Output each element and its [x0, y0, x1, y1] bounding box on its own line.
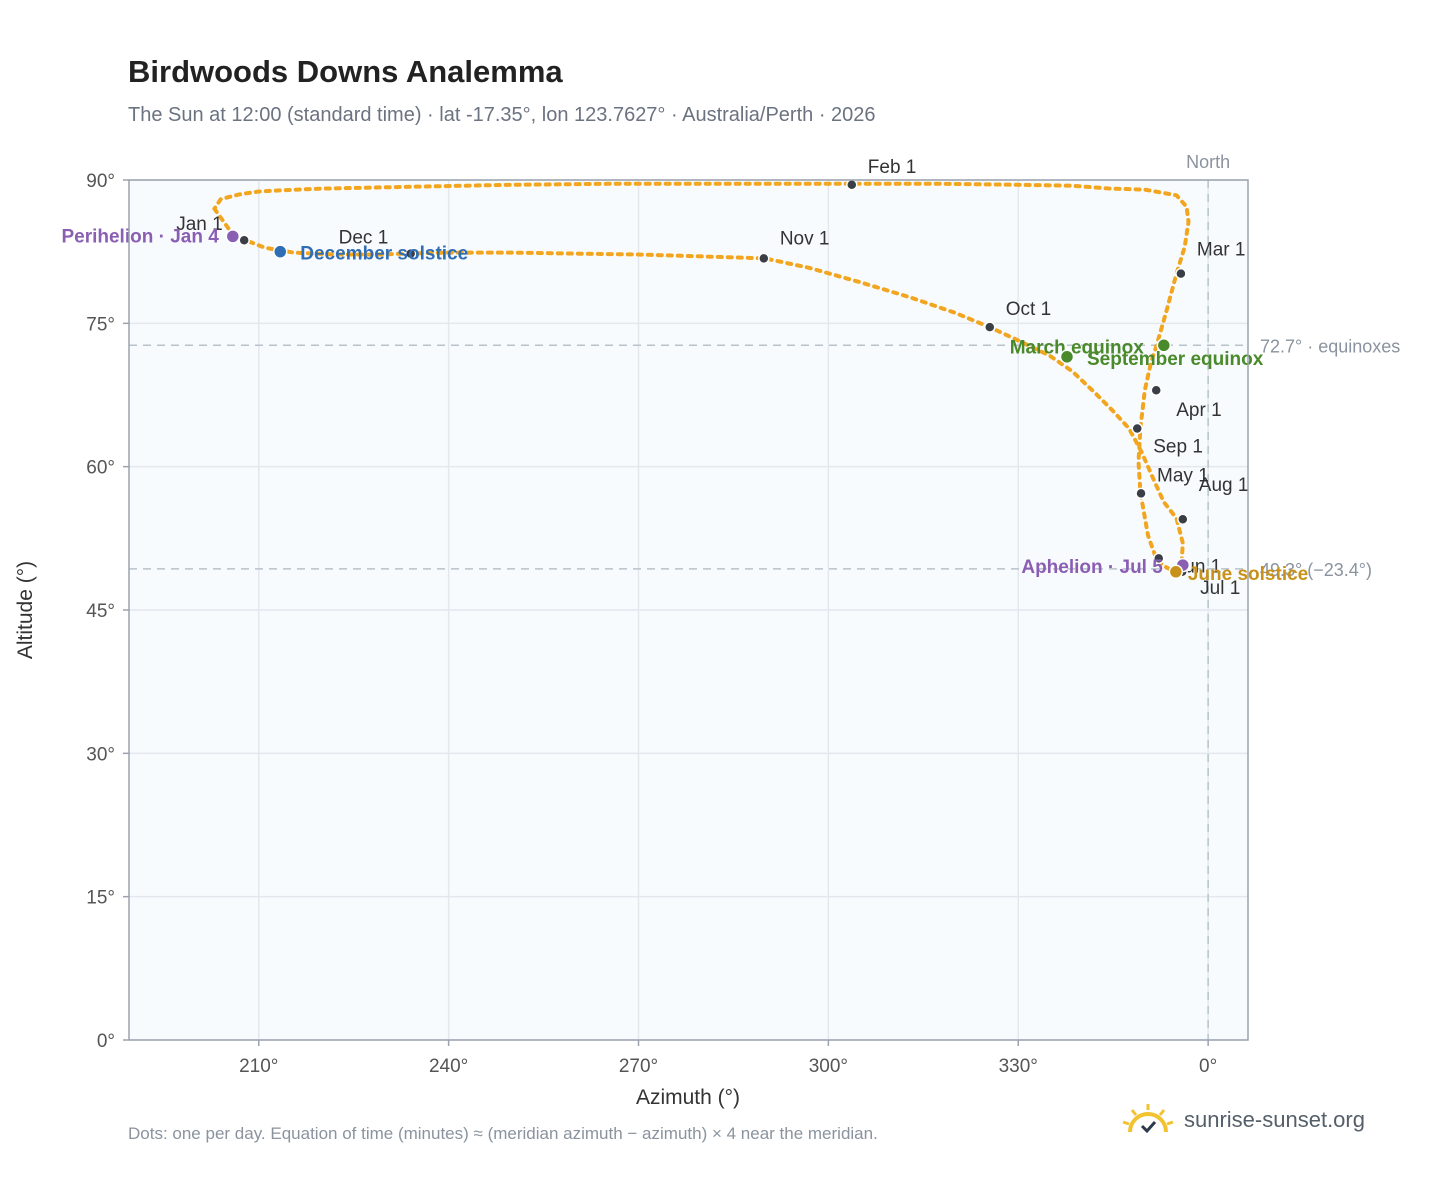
chart-subtitle: The Sun at 12:00 (standard time) · lat -…: [128, 104, 876, 126]
event-marker: [1168, 564, 1184, 580]
event-label: Aphelion · Jul 5: [1021, 557, 1163, 578]
month-marker: [1135, 487, 1147, 500]
month-marker: [1177, 513, 1189, 525]
month-marker-label: Dec 1: [339, 228, 389, 249]
brand-logo: sunrise-sunset.org: [1120, 1102, 1365, 1138]
event-label: Perihelion · Jan 4: [61, 226, 219, 247]
y-tick-label: 60°: [86, 458, 115, 479]
month-marker-label: May 1: [1157, 465, 1209, 486]
month-marker-label: Nov 1: [780, 228, 830, 249]
month-marker: [758, 252, 770, 265]
month-marker-label: Mar 1: [1197, 240, 1246, 261]
reference-line-label: 72.7° · equinoxes: [1260, 336, 1400, 356]
y-axis-label: Altitude (°): [14, 561, 37, 659]
y-tick-label: 0°: [97, 1031, 115, 1052]
analemma-path: [212, 181, 1191, 572]
axis-ticks: 210° 240° 270° 300° 330° 0° 0° 15° 30° 45° 60° 75° 9…: [86, 171, 1217, 1077]
event-label: March equinox: [1010, 337, 1145, 358]
event-marker: [1156, 338, 1172, 353]
x-axis-label: Azimuth (°): [636, 1086, 740, 1109]
x-tick-label: 270°: [619, 1056, 658, 1077]
month-marker-label: Aug 1: [1199, 475, 1249, 496]
month-marker-label: Sep 1: [1153, 436, 1203, 457]
analemma-daily-dots: [212, 181, 1191, 572]
reference-lines: 72.7° · equinoxes 49.3° (−23.4°) North: [129, 152, 1400, 1040]
month-marker-label: Feb 1: [868, 157, 917, 178]
reference-line-label: 49.3° (−23.4°): [1260, 560, 1372, 580]
brand-text: sunrise-sunset.org: [1184, 1107, 1365, 1132]
month-marker: [1131, 422, 1143, 435]
event-label: September equinox: [1087, 349, 1264, 370]
y-tick-label: 45°: [86, 601, 115, 622]
month-marker: [1153, 552, 1165, 565]
chart-title: Birdwoods Downs Analemma: [128, 54, 563, 89]
month-marker: [846, 179, 858, 191]
event-marker: [1059, 349, 1075, 365]
month-marker: [404, 247, 417, 260]
y-tick-label: 15°: [86, 888, 115, 909]
month-marker: [984, 321, 996, 333]
x-tick-label: 300°: [809, 1056, 848, 1077]
month-marker-label: Jan 1: [176, 214, 222, 235]
month-marker-label: Jul 1: [1200, 578, 1240, 599]
y-tick-label: 75°: [86, 314, 115, 335]
event-label: December solstice: [300, 244, 468, 265]
north-label: North: [1186, 152, 1230, 172]
sun-check-icon: [1122, 1104, 1174, 1134]
month-marker-label: Oct 1: [1006, 299, 1051, 320]
month-marker: [1150, 384, 1162, 396]
y-tick-label: 90°: [86, 171, 115, 192]
month-marker-label: Apr 1: [1176, 400, 1221, 421]
month-marker: [1175, 267, 1187, 280]
month-marker: [238, 234, 250, 246]
x-tick-label: 210°: [239, 1056, 278, 1077]
event-marker: [225, 229, 241, 244]
event-markers: Perihelion · Jan 4 December solstice March…: [61, 226, 1308, 584]
y-tick-label: 30°: [86, 744, 115, 765]
x-tick-label: 0°: [1199, 1056, 1217, 1077]
footnote: Dots: one per day. Equation of time (min…: [128, 1124, 878, 1143]
x-tick-label: 330°: [999, 1056, 1038, 1077]
event-marker: [273, 244, 288, 259]
x-tick-label: 240°: [429, 1056, 468, 1077]
